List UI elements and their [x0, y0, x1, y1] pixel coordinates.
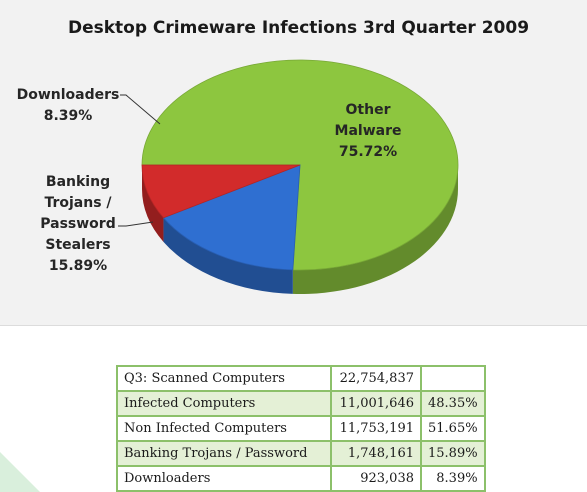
pie-slice-banking-trojans: [162, 164, 301, 271]
slice-label-line: Banking: [45, 174, 111, 190]
table-row: Downloaders 923,038 8.39%: [116, 465, 486, 492]
table-cell-count: 22,754,837: [330, 365, 422, 392]
table-cell-count: 11,753,191: [330, 415, 422, 442]
table-row: Infected Computers 11,001,646 48.35%: [116, 390, 486, 417]
slice-label-line: Stealers: [45, 237, 111, 253]
table-row: Q3: Scanned Computers 22,754,837: [116, 365, 486, 392]
table-cell-percent: 51.65%: [420, 415, 486, 442]
table-cell-percent: 48.35%: [420, 390, 486, 417]
pie-top-layer: [141, 59, 459, 271]
slice-label-other-malware: Other Malware 75.72%: [318, 100, 418, 163]
slice-label-value: 75.72%: [338, 144, 398, 160]
pie-slice-side-banking-trojans: [163, 217, 293, 294]
table-cell-label: Q3: Scanned Computers: [116, 365, 332, 392]
leader-line-banking-trojans: [118, 221, 154, 227]
slice-label-line: Other: [345, 102, 391, 118]
table-cell-percent: 15.89%: [420, 440, 486, 467]
slice-label-value: 8.39%: [43, 108, 93, 124]
slice-label-downloaders: Downloaders 8.39%: [8, 85, 128, 127]
slice-label-line: Password: [40, 216, 116, 232]
table-cell-percent: [420, 365, 486, 392]
table-cell-count: 11,001,646: [330, 390, 422, 417]
stats-table: Q3: Scanned Computers 22,754,837 Infected …: [116, 365, 486, 492]
stats-table-body: Q3: Scanned Computers 22,754,837 Infected …: [116, 365, 486, 492]
slice-label-banking-trojans: Banking Trojans / Password Stealers 15.8…: [28, 172, 128, 277]
table-cell-label: Downloaders: [116, 465, 332, 492]
table-cell-label: Infected Computers: [116, 390, 332, 417]
table-cell-count: 923,038: [330, 465, 422, 492]
table-cell-label: Non Infected Computers: [116, 415, 332, 442]
table-row: Non Infected Computers 11,753,191 51.65%: [116, 415, 486, 442]
slice-label-line: Malware: [334, 123, 402, 139]
chart-panel: Desktop Crimeware Infections 3rd Quarter…: [0, 0, 587, 326]
pie-chart: [118, 59, 459, 294]
table-cell-label: Banking Trojans / Password: [116, 440, 332, 467]
pie-slice-downloaders: [141, 164, 301, 219]
leader-lines: [118, 94, 161, 227]
slice-label-line: Downloaders: [16, 87, 120, 103]
chart-title: Desktop Crimeware Infections 3rd Quarter…: [67, 18, 530, 38]
leader-line-downloaders: [120, 94, 161, 125]
decorative-corner-shape: [0, 452, 40, 492]
table-cell-percent: 8.39%: [420, 465, 486, 492]
slice-label-line: Trojans /: [44, 195, 112, 211]
table-cell-count: 1,748,161: [330, 440, 422, 467]
table-row: Banking Trojans / Password 1,748,161 15.89…: [116, 440, 486, 467]
slice-label-value: 15.89%: [48, 258, 108, 274]
